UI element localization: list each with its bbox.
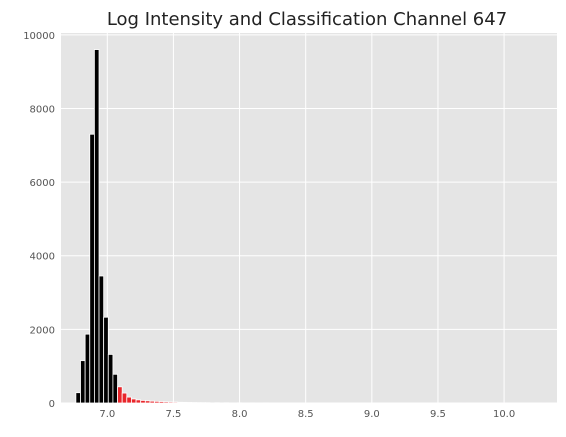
y-tick-label: 8000 (30, 104, 55, 115)
histogram-bar (75, 392, 81, 404)
y-tick-label: 4000 (30, 252, 55, 263)
histogram-bar (163, 401, 169, 404)
y-tick-label: 6000 (30, 178, 55, 189)
histogram-bars (75, 49, 547, 404)
histogram-bar (121, 392, 128, 404)
x-tick-label: 7.0 (99, 409, 115, 420)
x-axis-ticks: 7.0 7.5 8.0 8.5 9.0 9.5 10.0 (99, 409, 515, 420)
histogram-bar (186, 402, 193, 404)
histogram-bar (117, 386, 123, 404)
y-tick-label: 10000 (23, 31, 55, 42)
histogram-bar (112, 373, 118, 404)
histogram-bar (84, 333, 91, 404)
histogram-bar (177, 401, 183, 404)
x-tick-label: 9.5 (430, 409, 446, 420)
histogram-bar (103, 316, 109, 404)
histogram-bar (158, 401, 165, 404)
histogram-bar (172, 401, 179, 404)
histogram-bar (131, 398, 137, 404)
x-tick-label: 7.5 (165, 409, 181, 420)
histogram-bar (93, 49, 100, 404)
x-tick-label: 8.0 (232, 409, 248, 420)
histogram-bar (140, 400, 146, 404)
grid-lines (61, 33, 557, 404)
y-tick-label: 2000 (30, 325, 55, 336)
histogram-bar (144, 400, 151, 404)
histogram-bar (126, 396, 132, 404)
x-tick-label: 8.5 (298, 409, 314, 420)
y-tick-label: 0 (49, 399, 55, 410)
histogram-bar (107, 354, 114, 404)
histogram-bar (149, 400, 155, 404)
x-tick-label: 10.0 (493, 409, 515, 420)
histogram-bar (181, 401, 188, 404)
y-axis-ticks: 0 2000 4000 6000 8000 10000 (23, 31, 55, 410)
histogram-bar (98, 275, 105, 404)
histogram-bar (154, 400, 160, 404)
plot-area (61, 33, 557, 403)
chart-title: Log Intensity and Classification Channel… (107, 9, 507, 30)
histogram-bar (135, 399, 142, 404)
x-tick-label: 9.0 (364, 409, 380, 420)
histogram-bar (168, 401, 174, 404)
histogram-bar (89, 133, 95, 404)
histogram-bar (80, 360, 86, 404)
